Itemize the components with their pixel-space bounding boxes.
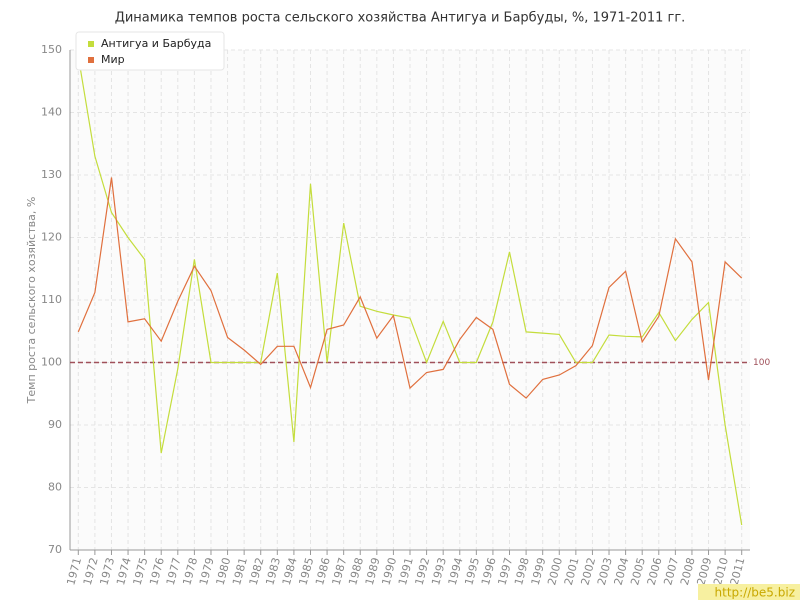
y-tick-label: 150 xyxy=(41,43,62,56)
y-tick-label: 120 xyxy=(41,231,62,244)
legend: Антигуа и Барбуда Мир xyxy=(75,31,225,71)
watermark: http://be5.biz xyxy=(715,586,795,600)
legend-label: Мир xyxy=(101,53,125,66)
y-tick-label: 140 xyxy=(41,106,62,119)
x-tick-label: 2011 xyxy=(728,556,748,586)
watermark-bg xyxy=(698,584,800,600)
y-tick-label: 100 xyxy=(41,356,62,369)
reference-label: 100 xyxy=(753,358,770,368)
chart-title: Динамика темпов роста сельского хозяйств… xyxy=(115,11,686,26)
series-line xyxy=(77,56,743,526)
series-line xyxy=(77,177,743,399)
legend-swatch xyxy=(88,57,94,63)
y-tick-label: 110 xyxy=(41,293,62,306)
y-tick-label: 90 xyxy=(48,418,62,431)
legend-box xyxy=(75,31,225,71)
y-axis-label: Темп роста сельского хозяйства, % xyxy=(25,197,38,405)
legend-swatch xyxy=(88,41,94,47)
legend-label: Антигуа и Барбуда xyxy=(101,37,211,50)
y-tick-label: 80 xyxy=(48,481,62,494)
y-tick-label: 130 xyxy=(41,168,62,181)
y-tick-label: 70 xyxy=(48,543,62,556)
